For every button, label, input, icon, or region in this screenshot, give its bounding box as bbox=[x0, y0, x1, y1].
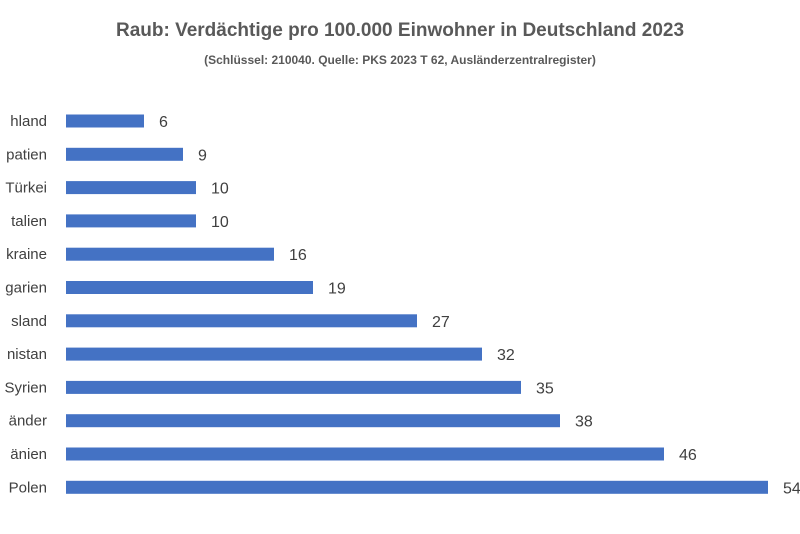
bar-1 bbox=[66, 147, 183, 161]
bar-3 bbox=[66, 214, 196, 228]
bar-7 bbox=[66, 347, 482, 361]
value-label: 10 bbox=[211, 214, 229, 231]
category-label: hland bbox=[10, 113, 47, 130]
value-label: 54 bbox=[783, 480, 800, 497]
chart-title: Raub: Verdächtige pro 100.000 Einwohner … bbox=[115, 20, 685, 41]
bar-10 bbox=[66, 447, 664, 461]
bar-5 bbox=[66, 281, 313, 294]
value-label: 46 bbox=[679, 447, 697, 464]
bar-2 bbox=[66, 181, 196, 195]
bar-8 bbox=[66, 380, 521, 394]
value-label: 38 bbox=[575, 414, 593, 431]
category-label: Polen bbox=[9, 479, 47, 496]
category-label: kraine bbox=[6, 246, 47, 263]
value-label: 27 bbox=[432, 314, 450, 331]
value-label: 9 bbox=[198, 147, 207, 164]
category-label: nistan bbox=[7, 346, 47, 363]
category-label: sland bbox=[11, 313, 47, 330]
bar-0 bbox=[66, 114, 144, 128]
value-label: 6 bbox=[159, 114, 168, 131]
value-label: 35 bbox=[536, 380, 554, 397]
category-label: änien bbox=[10, 446, 47, 463]
bar-6 bbox=[66, 314, 417, 328]
bar-11 bbox=[66, 480, 768, 494]
chart-subtitle: (Schlüssel: 210040. Quelle: PKS 2023 T 6… bbox=[204, 53, 596, 67]
category-label: änder bbox=[9, 413, 47, 430]
value-label: 10 bbox=[211, 181, 229, 198]
category-label: Syrien bbox=[4, 379, 47, 396]
category-label: patien bbox=[6, 146, 47, 163]
category-label: garien bbox=[5, 280, 47, 297]
value-label: 19 bbox=[328, 281, 346, 298]
value-label: 16 bbox=[289, 247, 307, 264]
bar-9 bbox=[66, 414, 560, 428]
category-label: talien bbox=[11, 213, 47, 230]
bar-4 bbox=[66, 247, 274, 261]
value-label: 32 bbox=[497, 347, 515, 364]
category-label: Türkei bbox=[5, 180, 47, 197]
